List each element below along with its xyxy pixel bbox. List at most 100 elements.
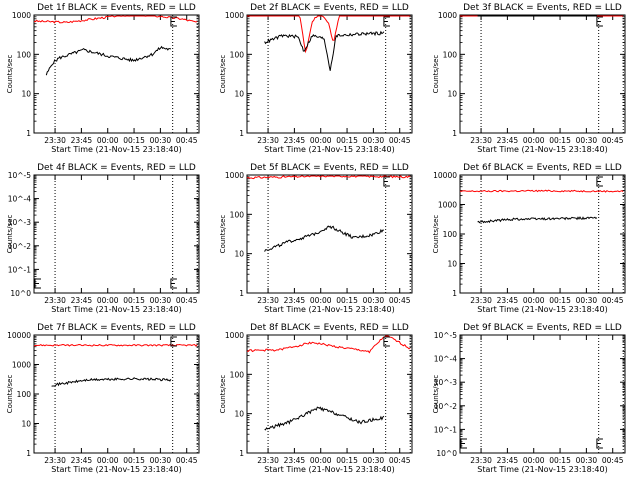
- x-tick-label: 00:00: [523, 136, 545, 145]
- y-tick-label: 100: [443, 50, 458, 59]
- y-tick-label: 10^-4: [8, 195, 32, 204]
- x-tick-label: 23:30: [44, 456, 66, 465]
- panel-det-5: Det 5f BLACK = Events, RED = LLD 1 10 100 10…: [219, 163, 413, 314]
- x-tick-label: 00:00: [523, 296, 545, 305]
- lld-series-line: [246, 175, 411, 180]
- x-tick-label: 23:30: [44, 296, 66, 305]
- y-tick-label: 10^-5: [434, 331, 458, 340]
- x-axis-label: Start Time (21-Nov-15 23:18:40): [264, 305, 394, 314]
- x-tick-label: 00:45: [389, 456, 411, 465]
- x-tick-label: 23:30: [470, 136, 492, 145]
- y-tick-label: 1000: [225, 331, 244, 340]
- x-tick-label: 23:45: [497, 456, 519, 465]
- y-tick-label: 1000: [12, 11, 31, 20]
- events-series-line: [477, 216, 598, 224]
- eclipse-marker: [383, 16, 390, 27]
- eclipse-marker: [34, 278, 41, 289]
- chart-title: Det 5f BLACK = Events, RED = LLD: [250, 163, 409, 173]
- panel-det-6: Det 6f BLACK = Events, RED = LLD 1 10 100 10…: [432, 163, 626, 314]
- y-tick-label: 10: [447, 260, 457, 269]
- plot-frame: [33, 174, 200, 294]
- x-tick-label: 00:15: [549, 456, 571, 465]
- eclipse-marker: [460, 438, 467, 449]
- panel-det-1: Det 1f BLACK = Events, RED = LLD 1 10 100 10…: [6, 3, 200, 154]
- y-tick-label: 10000: [433, 171, 457, 180]
- y-axis-label: Counts/sec: [219, 55, 227, 94]
- x-tick-label: 00:00: [310, 136, 332, 145]
- plot-frame: [33, 14, 200, 134]
- x-tick-label: 00:15: [336, 296, 358, 305]
- y-axis-label: Counts/sec: [432, 215, 440, 254]
- lld-series-line: [246, 335, 411, 354]
- y-tick-label: 1000: [438, 201, 457, 210]
- x-tick-label: 00:45: [389, 296, 411, 305]
- x-tick-label: 00:15: [336, 136, 358, 145]
- y-tick-label: 10^-2: [8, 242, 32, 251]
- y-axis-label: Counts/sec: [219, 215, 227, 254]
- x-tick-label: 00:45: [389, 136, 411, 145]
- x-tick-label: 00:15: [549, 136, 571, 145]
- x-tick-label: 23:45: [284, 136, 306, 145]
- panel-det-2: Det 2f BLACK = Events, RED = LLD 1 10 100 10…: [219, 3, 413, 154]
- y-tick-label: 10^-2: [434, 402, 458, 411]
- x-tick-label: 00:45: [602, 296, 624, 305]
- panel-det-8: Det 8f BLACK = Events, RED = LLD 1 10 100 10…: [219, 323, 413, 474]
- y-tick-label: 10: [447, 90, 457, 99]
- y-tick-label: 100: [230, 370, 245, 379]
- x-tick-label: 00:00: [97, 456, 119, 465]
- x-tick-label: 00:00: [97, 136, 119, 145]
- x-tick-label: 00:15: [123, 136, 145, 145]
- y-tick-label: 1: [239, 129, 244, 138]
- y-tick-label: 10: [234, 90, 244, 99]
- plot-frame: [459, 14, 626, 134]
- y-tick-label: 10^-3: [8, 218, 32, 227]
- x-tick-label: 23:45: [71, 296, 93, 305]
- chart-title: Det 7f BLACK = Events, RED = LLD: [37, 323, 196, 333]
- x-tick-label: 00:00: [97, 296, 119, 305]
- x-tick-label: 23:30: [470, 296, 492, 305]
- eclipse-marker: [596, 16, 603, 27]
- x-tick-label: 00:15: [123, 296, 145, 305]
- x-tick-label: 00:30: [363, 456, 385, 465]
- y-axis-label: Counts/sec: [219, 375, 227, 414]
- events-series-line: [264, 225, 384, 252]
- y-axis-label: Counts/sec: [432, 55, 440, 94]
- y-axis-label: Counts/sec: [6, 55, 14, 94]
- y-tick-label: 10: [234, 250, 244, 259]
- x-tick-label: 23:30: [470, 456, 492, 465]
- x-tick-label: 23:30: [257, 456, 279, 465]
- lld-series-line: [33, 343, 198, 347]
- x-tick-label: 23:45: [284, 296, 306, 305]
- y-tick-label: 10: [234, 410, 244, 419]
- x-tick-label: 23:45: [497, 296, 519, 305]
- events-series-line: [51, 377, 172, 387]
- y-tick-label: 1000: [225, 11, 244, 20]
- y-axis-label: Counts/sec: [6, 215, 14, 254]
- panel-det-7: Det 7f BLACK = Events, RED = LLD 1 10 100 10…: [6, 323, 200, 474]
- y-tick-label: 10: [21, 90, 31, 99]
- plot-frame: [246, 14, 413, 134]
- y-tick-label: 1: [239, 289, 244, 298]
- eclipse-marker: [170, 16, 177, 27]
- eclipse-marker: [170, 336, 177, 347]
- y-tick-label: 10^-3: [434, 378, 458, 387]
- lld-series-line: [459, 189, 624, 193]
- y-tick-label: 100: [230, 210, 245, 219]
- x-tick-label: 00:15: [549, 296, 571, 305]
- eclipse-marker: [596, 176, 603, 187]
- x-tick-label: 00:15: [123, 456, 145, 465]
- y-axis-label: Counts/sec: [6, 375, 14, 414]
- y-tick-label: 10^0: [436, 449, 457, 458]
- x-tick-label: 23:30: [257, 136, 279, 145]
- chart-title: Det 6f BLACK = Events, RED = LLD: [463, 163, 622, 173]
- chart-title: Det 4f BLACK = Events, RED = LLD: [37, 163, 196, 173]
- x-tick-label: 23:30: [44, 136, 66, 145]
- y-tick-label: 10^-5: [8, 171, 32, 180]
- x-tick-label: 00:00: [310, 296, 332, 305]
- eclipse-marker: [596, 438, 603, 449]
- plot-frame: [246, 334, 413, 454]
- x-axis-label: Start Time (21-Nov-15 23:18:40): [51, 465, 181, 474]
- y-tick-label: 1: [26, 449, 31, 458]
- y-tick-label: 10^0: [10, 289, 31, 298]
